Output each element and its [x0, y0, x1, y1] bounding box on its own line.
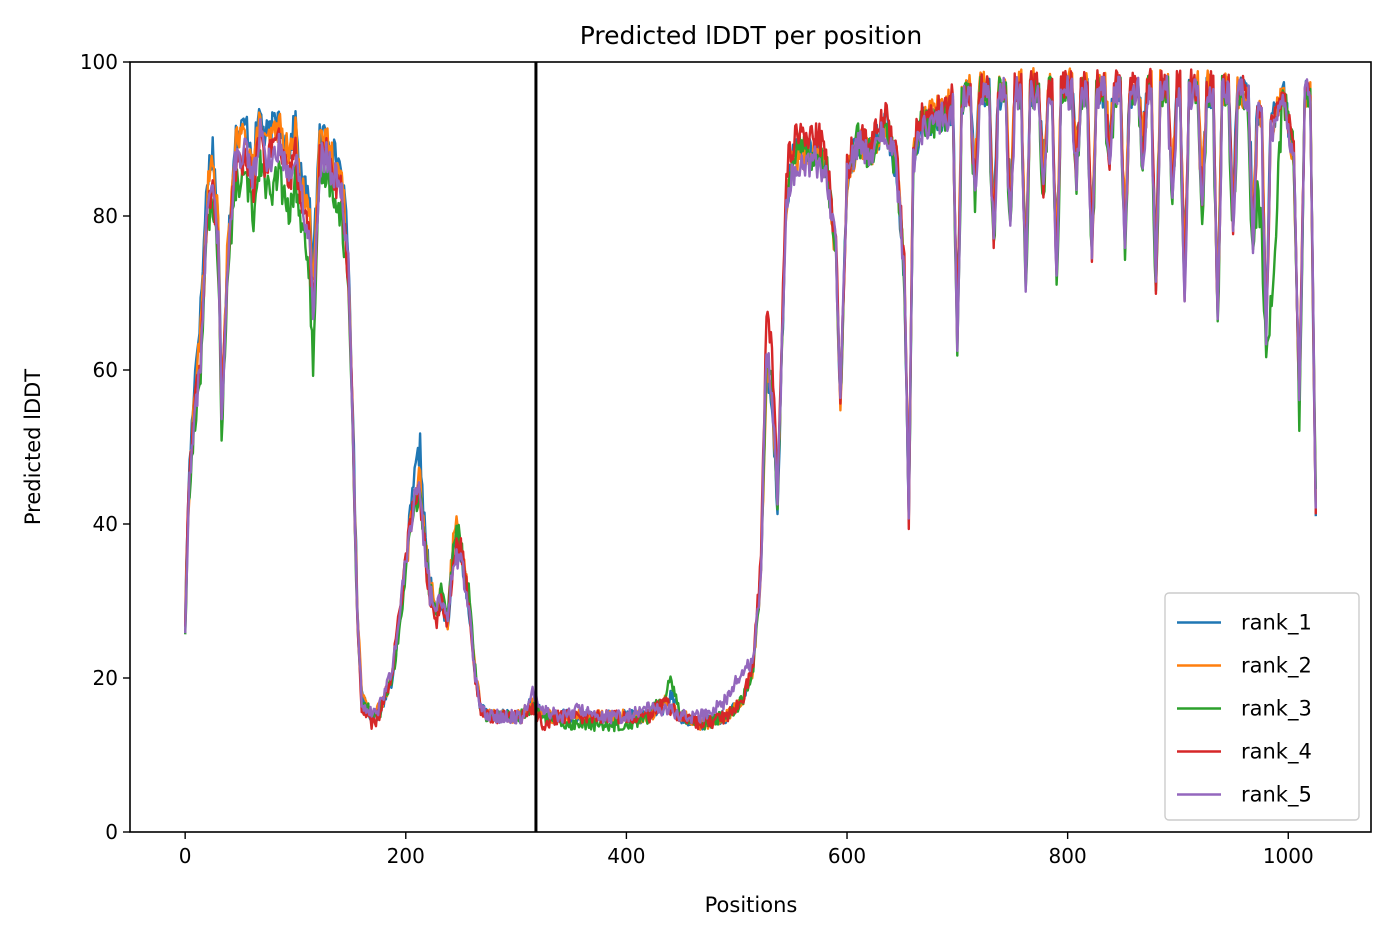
- legend-label-rank_1: rank_1: [1241, 611, 1312, 636]
- x-tick-label: 200: [387, 844, 425, 868]
- x-tick-label: 1000: [1263, 844, 1314, 868]
- y-axis-label: Predicted lDDT: [21, 369, 45, 525]
- y-axis: 0 20 40 60 80 100: [80, 50, 130, 844]
- x-axis-label: Positions: [705, 893, 798, 917]
- x-axis: 0 200 400 600 800 1000: [179, 832, 1314, 868]
- x-tick-label: 800: [1049, 844, 1087, 868]
- x-tick-label: 400: [607, 844, 645, 868]
- y-tick-label: 0: [105, 820, 118, 844]
- x-tick-label: 600: [828, 844, 866, 868]
- x-tick-label: 0: [179, 844, 192, 868]
- legend-box: [1164, 592, 1360, 821]
- legend-label-rank_3: rank_3: [1241, 697, 1312, 722]
- series-line-rank_5: [184, 74, 1317, 725]
- y-tick-label: 100: [80, 50, 118, 74]
- plot-frame: [129, 61, 1372, 833]
- legend-label-rank_2: rank_2: [1241, 654, 1312, 679]
- legend-label-rank_4: rank_4: [1241, 740, 1312, 765]
- series-layer: [184, 66, 1317, 733]
- y-tick-label: 80: [93, 204, 118, 228]
- y-tick-label: 60: [93, 358, 118, 382]
- legend: rank_1 rank_2 rank_3 rank_4 rank_5: [1164, 592, 1360, 821]
- y-tick-label: 40: [93, 512, 118, 536]
- chart-title: Predicted lDDT per position: [580, 21, 922, 50]
- legend-label-rank_5: rank_5: [1241, 783, 1312, 808]
- y-tick-label: 20: [93, 666, 118, 690]
